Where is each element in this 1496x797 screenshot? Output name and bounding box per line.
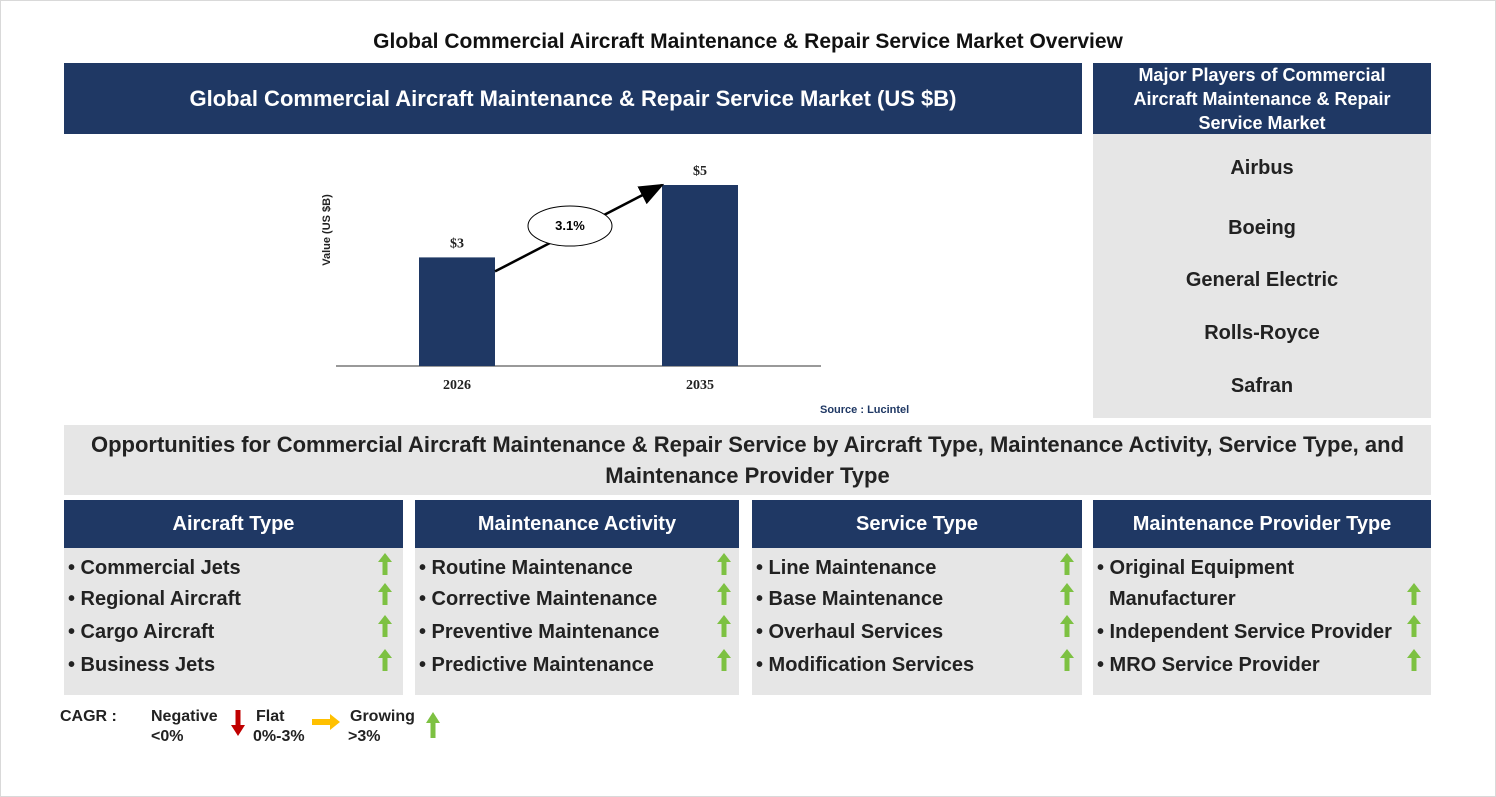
legend-negative: Negative [151, 708, 218, 725]
segment-header-maintenance-provider-type: Maintenance Provider Type [1093, 500, 1431, 548]
player-item: Boeing [1228, 217, 1296, 239]
y-axis-label: Value (US $B) [321, 194, 333, 266]
segment-panel-maintenance-provider-type: • Original Equipment Manufacturer • Inde… [1093, 548, 1431, 695]
legend-flat-range: 0%-3% [253, 728, 305, 745]
segment-item: • Cargo Aircraft [68, 621, 215, 643]
segment-header-service-type: Service Type [752, 500, 1082, 548]
growing-arrow-icon [717, 553, 731, 575]
growing-arrow-icon [378, 583, 392, 605]
segment-panel-maintenance-activity: • Routine Maintenance • Corrective Maint… [415, 548, 739, 695]
segment-item: • Original Equipment [1097, 557, 1295, 579]
growing-arrow-icon [717, 583, 731, 605]
player-item: Safran [1230, 375, 1294, 397]
segment-item: • Modification Services [756, 654, 975, 676]
bar-2035 [662, 185, 738, 366]
growing-arrow-icon [717, 649, 731, 671]
segment-panel-service-type: • Line Maintenance • Base Maintenance • … [752, 548, 1082, 695]
segment-header-aircraft-type: Aircraft Type [64, 500, 403, 548]
segment-panel-aircraft-type: • Commercial Jets • Regional Aircraft • … [64, 548, 403, 695]
growing-arrow-icon [1407, 583, 1421, 605]
segment-item: • Base Maintenance [756, 588, 944, 610]
player-item: General Electric [1185, 269, 1339, 291]
legend-negative-range: <0% [151, 728, 184, 745]
players-panel: Airbus Boeing General Electric Rolls-Roy… [1093, 134, 1431, 418]
segment-item: • Predictive Maintenance [419, 654, 654, 676]
segment-item: • Preventive Maintenance [419, 621, 660, 643]
growing-arrow-icon [717, 615, 731, 637]
segment-item: • Overhaul Services [756, 621, 944, 643]
growing-arrow-icon [1060, 553, 1074, 575]
segment-item: • Business Jets [68, 654, 216, 676]
bar-value-label: $5 [693, 164, 707, 179]
segment-item: Manufacturer [1109, 588, 1236, 610]
growing-arrow-icon [1060, 583, 1074, 605]
segment-item: • Independent Service Provider [1097, 621, 1392, 643]
growing-arrow-icon [1407, 649, 1421, 671]
segment-header-maintenance-activity: Maintenance Activity [415, 500, 739, 548]
negative-arrow-icon [231, 710, 245, 736]
growing-arrow-icon [378, 553, 392, 575]
segment-item: • Routine Maintenance [419, 557, 633, 579]
growing-arrow-icon [378, 649, 392, 671]
legend-label: CAGR : [60, 708, 117, 725]
page-title: Global Commercial Aircraft Maintenance &… [373, 30, 1123, 53]
legend-growing-range: >3% [348, 728, 381, 745]
growing-arrow-icon [378, 615, 392, 637]
segment-item: • Regional Aircraft [68, 588, 241, 610]
source-note: Source : Lucintel [820, 404, 910, 416]
segment-item: • MRO Service Provider [1097, 654, 1320, 676]
cagr-bubble [527, 205, 613, 247]
segment-item: • Line Maintenance [756, 557, 937, 579]
player-item: Rolls-Royce [1204, 322, 1320, 344]
growing-arrow-icon [1060, 649, 1074, 671]
bar-value-label: $3 [450, 236, 464, 251]
growing-arrow-icon [1060, 615, 1074, 637]
market-header: Global Commercial Aircraft Maintenance &… [64, 63, 1082, 134]
flat-arrow-icon [312, 714, 340, 730]
cagr-label: 3.1% [555, 218, 585, 233]
x-tick-label: 2026 [443, 378, 471, 393]
x-tick-label: 2035 [686, 378, 714, 393]
legend-growing: Growing [350, 708, 415, 725]
opportunities-banner: Opportunities for Commercial Aircraft Ma… [64, 425, 1431, 495]
market-bar-chart: Value (US $B) $3 2026 $5 2035 3.1% [321, 164, 821, 393]
player-item: Airbus [1230, 157, 1294, 179]
growing-arrow-icon [426, 712, 440, 738]
players-header: Major Players of Commercial Aircraft Mai… [1093, 63, 1431, 134]
segment-item: • Commercial Jets [68, 557, 241, 579]
bar-2026 [419, 257, 495, 366]
growing-arrow-icon [1407, 615, 1421, 637]
legend-flat: Flat [256, 708, 285, 725]
segment-item: • Corrective Maintenance [419, 588, 658, 610]
